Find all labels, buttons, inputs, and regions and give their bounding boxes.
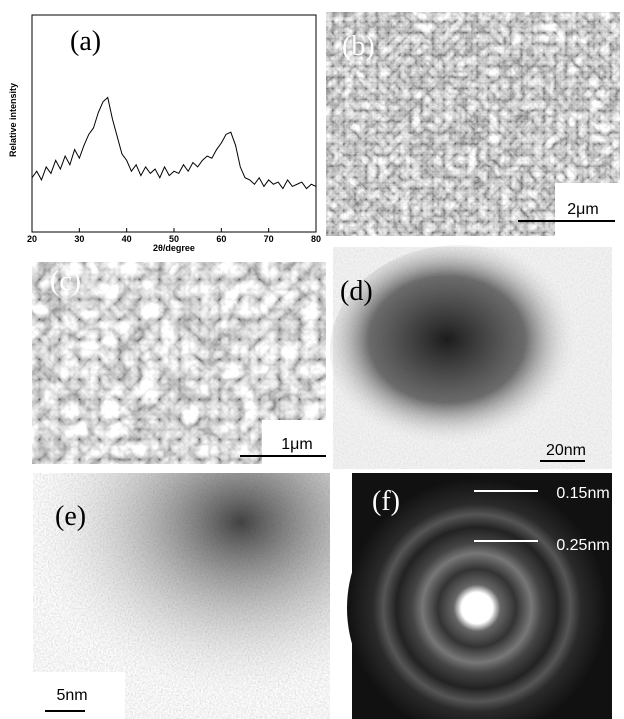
panel-label: (d) [340, 276, 373, 307]
x-tick-label: 60 [216, 234, 226, 244]
figure: (a) 2θ/degree Relative intensity 20 30 40 5… [0, 0, 624, 719]
scale-label: 5nm [56, 687, 87, 704]
panel-label: (a) [70, 26, 101, 57]
spacing-label: 0.15nm [556, 485, 609, 502]
panel-d: 20nm (d) [330, 245, 612, 469]
panel-label: (b) [342, 31, 375, 62]
panel-f: 0.15nm 0.25nm (f) [347, 473, 612, 719]
x-tick-label: 40 [122, 234, 132, 244]
panel-label: (e) [55, 501, 86, 532]
panel-label: (c) [50, 266, 81, 297]
spacing-label: 0.25nm [556, 537, 609, 554]
x-tick-label: 70 [264, 234, 274, 244]
xrd-chart: (a) 2θ/degree Relative intensity 20 30 40 5… [8, 15, 321, 253]
scale-label: 2μm [567, 201, 598, 218]
panel-c: 1μm (c) [32, 262, 326, 464]
panel-e: 5nm (e) [33, 473, 330, 719]
xrd-line [32, 97, 316, 188]
x-tick-label: 30 [74, 234, 84, 244]
panel-b: 2μm (b) [326, 12, 620, 236]
x-axis-label: 2θ/degree [153, 243, 195, 253]
x-tick-label: 80 [311, 234, 321, 244]
x-tick-label: 50 [169, 234, 179, 244]
scale-label: 1μm [281, 436, 312, 453]
x-tick-label: 20 [27, 234, 37, 244]
scale-label: 20nm [546, 442, 586, 459]
y-axis-label: Relative intensity [8, 83, 18, 157]
panel-label: (f) [372, 486, 400, 517]
